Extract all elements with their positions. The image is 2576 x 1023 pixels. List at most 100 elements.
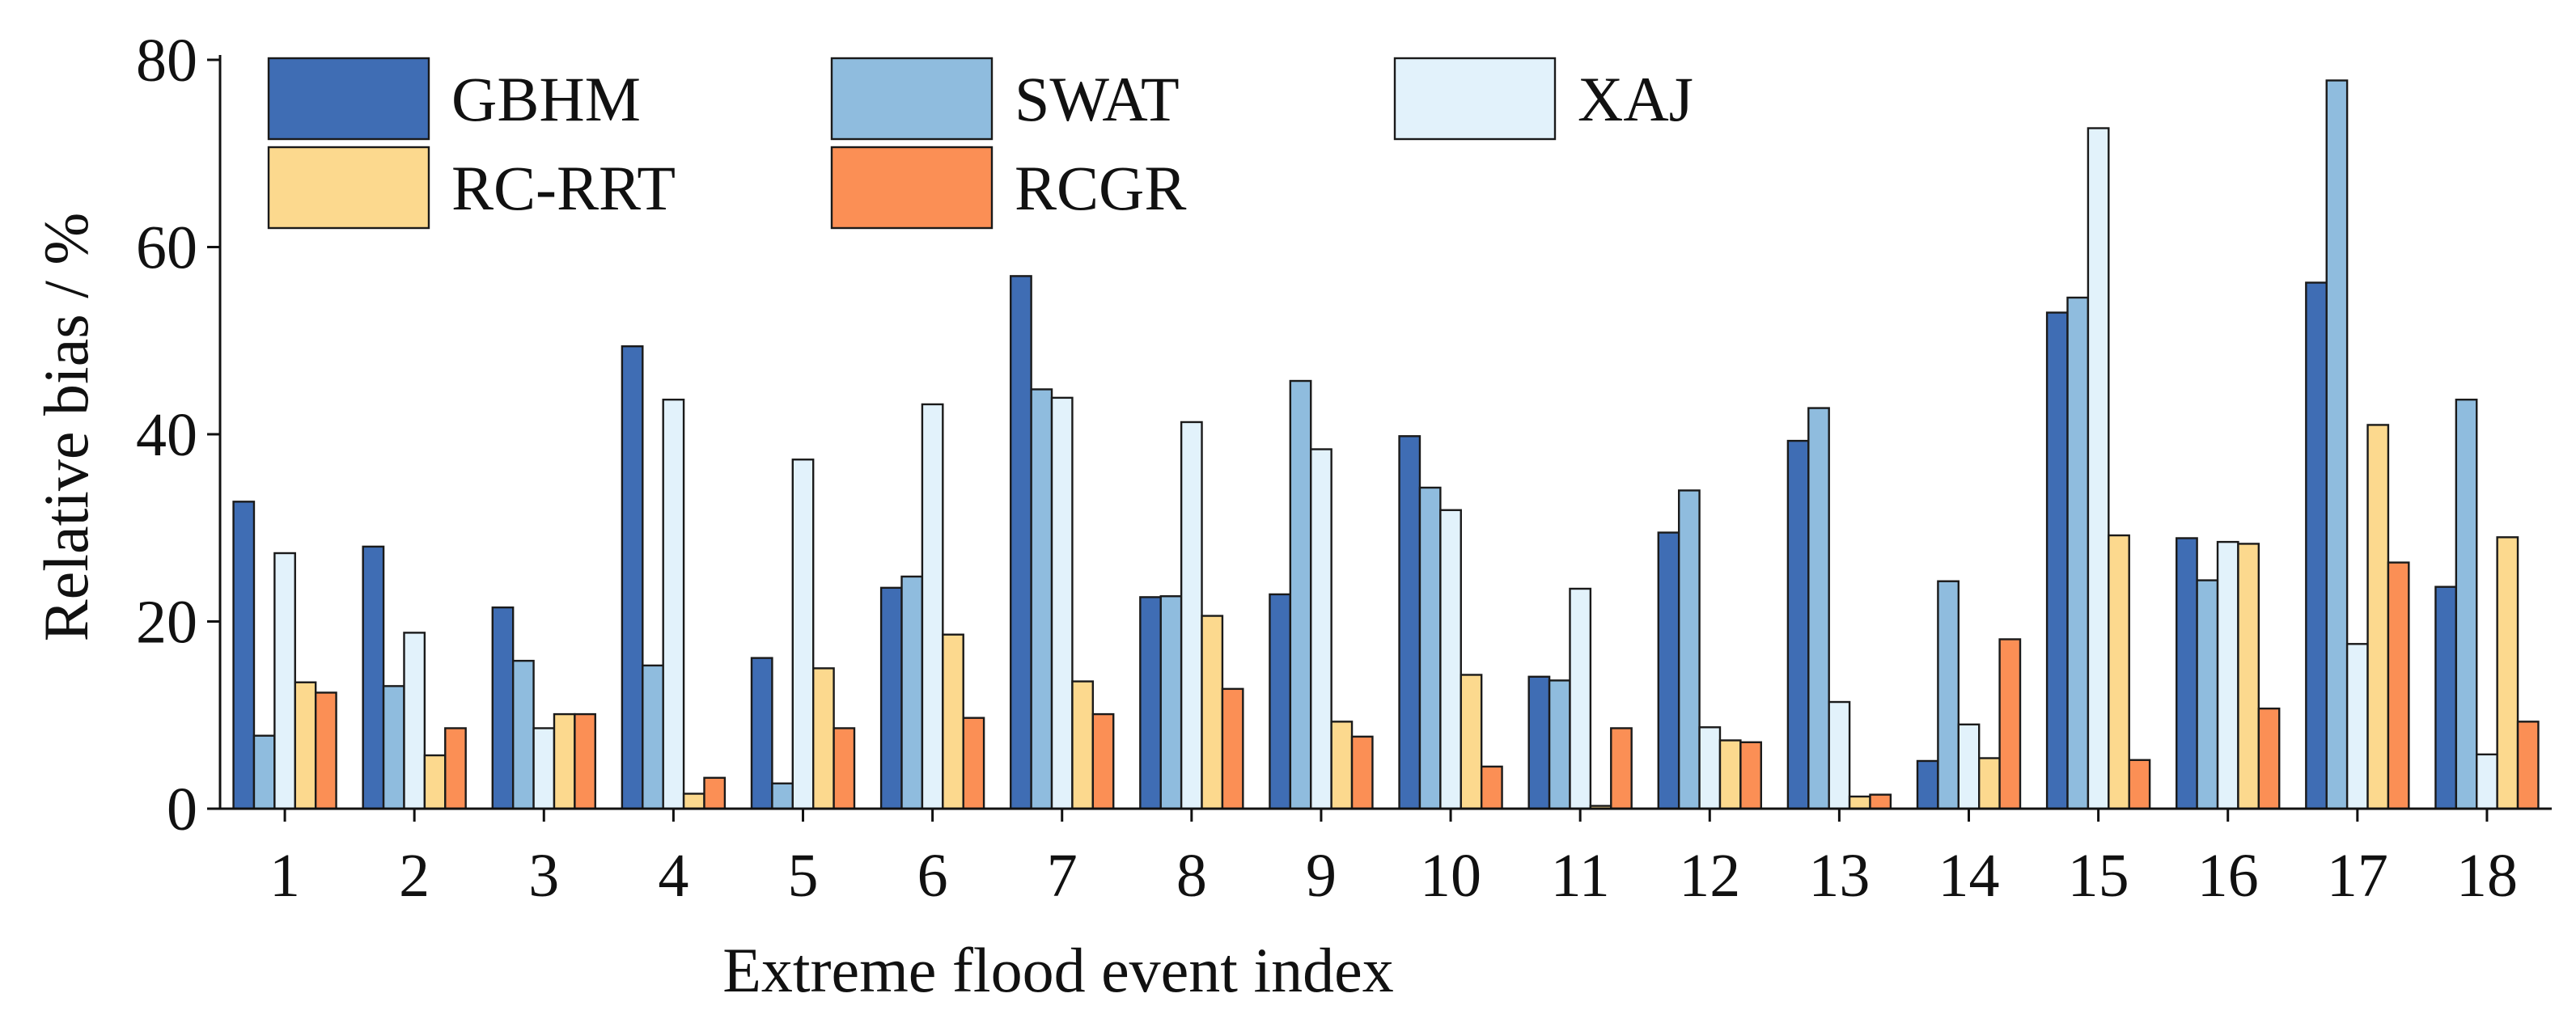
bar-rcgr-event-16 xyxy=(2257,707,2281,810)
bar-rc-rrt-event-8 xyxy=(1201,615,1224,810)
bar-xaj-event-18 xyxy=(2476,753,2498,810)
x-tick-labels: 1 2 3 4 5 6 7 8 9 10 11 12 13 14 15 16 17 18 xyxy=(269,842,2518,910)
bar-swat-event-15 xyxy=(2066,296,2090,810)
bar-rcgr-event-13 xyxy=(1869,793,1892,810)
bar-gbhm-event-9 xyxy=(1269,593,1292,810)
bar-rcgr-event-18 xyxy=(2516,721,2540,810)
bar-rcgr-event-1 xyxy=(314,691,337,810)
bar-rc-rrt-event-6 xyxy=(942,633,964,810)
bar-gbhm-event-17 xyxy=(2305,281,2328,810)
x-tick-label: 18 xyxy=(2456,842,2518,910)
bar-rc-rrt-event-9 xyxy=(1330,721,1354,810)
axes-layer xyxy=(207,55,2552,822)
bar-rc-rrt-event-17 xyxy=(2366,424,2390,810)
x-tick-label: 13 xyxy=(1808,842,1870,910)
bar-xaj-event-2 xyxy=(403,632,426,810)
bar-gbhm-event-12 xyxy=(1657,531,1680,810)
bar-gbhm-event-16 xyxy=(2176,537,2198,810)
bar-rcgr-event-10 xyxy=(1480,765,1503,810)
x-tick-label: 15 xyxy=(2068,842,2129,910)
bar-rcgr-event-9 xyxy=(1350,735,1374,810)
legend-swatch-rcgr xyxy=(830,146,994,230)
bar-swat-event-12 xyxy=(1677,489,1701,810)
bar-swat-event-11 xyxy=(1548,679,1571,810)
legend-label-swat: SWAT xyxy=(1015,64,1180,134)
x-tick-label: 9 xyxy=(1306,842,1337,910)
x-axis-title: Extreme flood event index xyxy=(722,935,1394,1005)
bar-gbhm-event-2 xyxy=(362,545,385,810)
bar-xaj-event-6 xyxy=(921,403,944,810)
legend-label-rcgr: RCGR xyxy=(1015,153,1186,223)
bar-xaj-event-15 xyxy=(2087,127,2110,810)
bar-xaj-event-11 xyxy=(1569,587,1592,810)
bar-rcgr-event-17 xyxy=(2387,561,2410,810)
bar-gbhm-event-6 xyxy=(879,586,903,810)
legend-label-rc-rrt: RC-RRT xyxy=(451,153,676,223)
bar-xaj-event-8 xyxy=(1180,421,1203,810)
bar-xaj-event-16 xyxy=(2216,540,2239,810)
bar-rc-rrt-event-15 xyxy=(2108,534,2130,810)
bar-xaj-event-4 xyxy=(662,398,685,810)
x-tick-label: 16 xyxy=(2197,842,2259,910)
x-tick-label: 3 xyxy=(528,842,559,910)
legend-swatch-gbhm xyxy=(267,57,430,141)
y-tick-label: 20 xyxy=(136,589,197,657)
bar-xaj-event-7 xyxy=(1050,396,1074,810)
bar-rc-rrt-event-12 xyxy=(1718,739,1742,810)
bar-rcgr-event-3 xyxy=(574,712,596,810)
x-tick-label: 8 xyxy=(1176,842,1207,910)
bar-rc-rrt-event-10 xyxy=(1460,674,1483,810)
bar-rc-rrt-event-2 xyxy=(423,754,447,810)
bar-swat-event-8 xyxy=(1159,595,1183,810)
bar-swat-event-16 xyxy=(2196,579,2219,810)
bar-swat-event-6 xyxy=(900,575,924,810)
x-tick-label: 17 xyxy=(2327,842,2388,910)
bar-gbhm-event-18 xyxy=(2434,585,2458,810)
bar-rc-rrt-event-7 xyxy=(1071,680,1095,810)
y-tick-labels: 0 20 40 60 80 xyxy=(136,27,197,843)
bar-swat-event-3 xyxy=(511,659,535,810)
bar-swat-event-18 xyxy=(2455,398,2478,810)
bar-rcgr-event-8 xyxy=(1221,687,1244,810)
bar-gbhm-event-8 xyxy=(1139,596,1162,810)
x-tick-label: 7 xyxy=(1047,842,1078,910)
x-tick-label: 5 xyxy=(788,842,819,910)
bar-rc-rrt-event-18 xyxy=(2496,536,2519,810)
bar-gbhm-event-7 xyxy=(1010,275,1032,810)
bar-gbhm-event-1 xyxy=(232,501,256,810)
y-axis-title: Relative bias / % xyxy=(31,213,101,642)
bar-rcgr-event-7 xyxy=(1091,712,1115,810)
legend-swatch-swat xyxy=(830,57,994,141)
bar-xaj-event-13 xyxy=(1828,700,1851,810)
y-tick-label: 60 xyxy=(136,214,197,282)
bar-rcgr-event-11 xyxy=(1610,727,1633,810)
bar-swat-event-1 xyxy=(252,734,276,810)
bar-rcgr-event-12 xyxy=(1739,741,1762,810)
bar-rc-rrt-event-3 xyxy=(553,712,576,810)
bar-rcgr-event-5 xyxy=(833,727,856,810)
bars-layer xyxy=(232,79,2540,810)
bar-swat-event-7 xyxy=(1030,388,1053,810)
bar-swat-event-4 xyxy=(642,664,664,810)
x-tick-label: 6 xyxy=(917,842,948,910)
bar-rcgr-event-4 xyxy=(703,776,727,810)
bar-xaj-event-5 xyxy=(791,459,815,810)
bar-xaj-event-3 xyxy=(532,727,556,810)
legend-swatch-xaj xyxy=(1393,57,1557,141)
bar-xaj-event-14 xyxy=(1957,723,1981,810)
x-tick-label: 14 xyxy=(1938,842,2000,910)
legend-swatch-rc-rrt xyxy=(267,146,430,230)
bar-swat-event-9 xyxy=(1289,379,1312,810)
y-tick-label: 0 xyxy=(167,776,197,843)
bar-gbhm-event-3 xyxy=(491,606,515,810)
bar-xaj-event-1 xyxy=(273,552,296,810)
bar-gbhm-event-10 xyxy=(1398,435,1421,810)
bar-swat-event-14 xyxy=(1937,580,1960,810)
bar-swat-event-13 xyxy=(1807,407,1830,810)
bar-rcgr-event-15 xyxy=(2128,759,2151,810)
bar-gbhm-event-4 xyxy=(621,345,644,810)
y-tick-label: 40 xyxy=(136,401,197,469)
x-tick-label: 4 xyxy=(658,842,688,910)
